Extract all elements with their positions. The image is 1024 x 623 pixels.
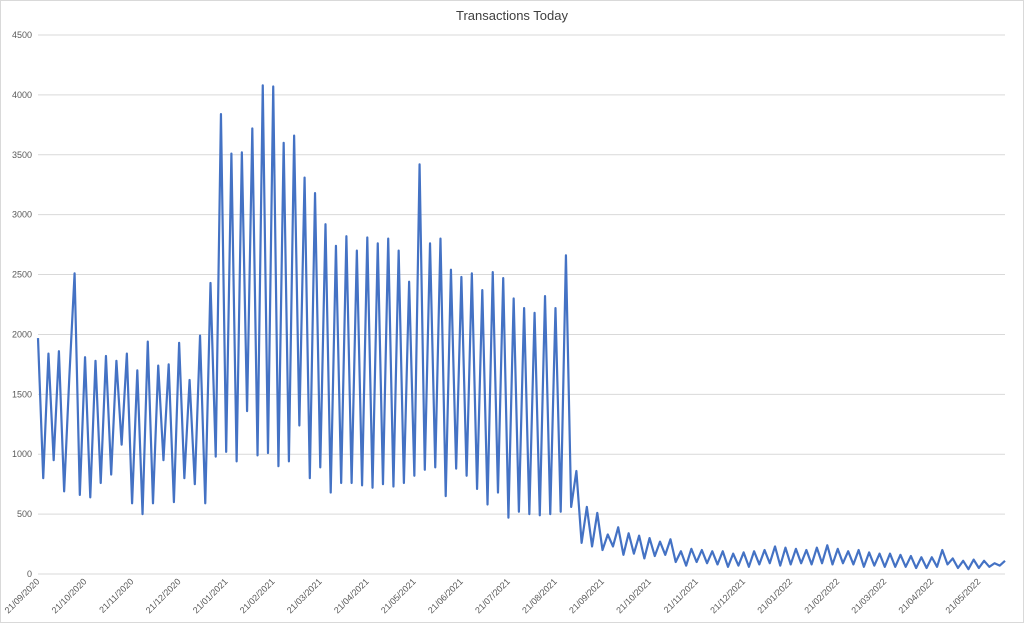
y-tick-label: 2000 <box>12 329 32 339</box>
y-tick-label: 1000 <box>12 449 32 459</box>
line <box>36 84 1006 571</box>
chart-title: Transactions Today <box>456 8 569 23</box>
y-tick-label: 4500 <box>12 30 32 40</box>
y-tick-label: 4000 <box>12 90 32 100</box>
y-tick-label: 3000 <box>12 210 32 220</box>
y-tick-label: 1500 <box>12 389 32 399</box>
y-tick-label: 2500 <box>12 270 32 280</box>
y-tick-label: 500 <box>17 509 32 519</box>
y-tick-label: 3500 <box>12 150 32 160</box>
y-tick-label: 0 <box>27 569 32 579</box>
